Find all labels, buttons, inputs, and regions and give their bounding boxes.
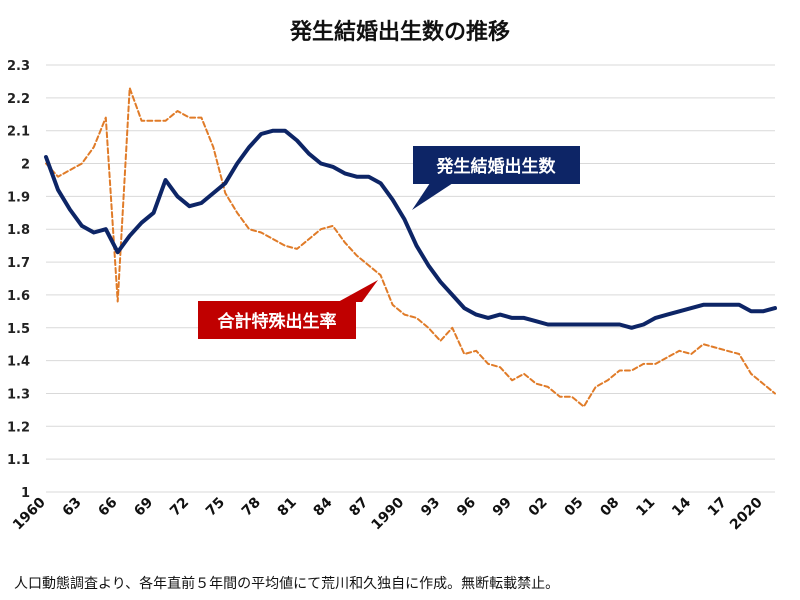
y-tick-label: 1.9 [7, 190, 30, 205]
y-tick-label: 1.5 [7, 322, 30, 337]
x-tick-label: 17 [705, 495, 730, 520]
callout-tfr-label: 合計特殊出生率 [218, 311, 337, 332]
x-tick-label: 66 [95, 495, 120, 520]
x-tick-label: 14 [669, 494, 694, 519]
y-tick-label: 1.4 [7, 355, 30, 370]
chart-title: 発生結婚出生数の推移 [289, 20, 510, 45]
x-tick-label: 78 [239, 495, 264, 520]
x-tick-label: 02 [526, 495, 551, 520]
callout-tfr-box [198, 301, 356, 339]
y-tick-label: 1 [21, 486, 30, 501]
y-tick-label: 1.3 [7, 387, 30, 402]
x-tick-label: 84 [311, 494, 336, 519]
series-lines [44, 87, 777, 408]
x-tick-label: 08 [597, 495, 622, 520]
callout-tfr-pointer [338, 280, 378, 302]
callout-marriage-births-box [413, 146, 580, 184]
y-tick-label: 1.2 [7, 420, 30, 435]
x-tick-label: 1990 [368, 494, 407, 533]
x-tick-label: 69 [131, 495, 156, 520]
y-tick-label: 1.1 [7, 453, 30, 468]
source-note: 人口動態調査より、各年直前５年間の平均値にて荒川和久独自に作成。無断転載禁止。 [14, 576, 560, 592]
gridlines [46, 64, 775, 493]
y-tick-label: 2.3 [7, 59, 30, 74]
series-line-marriage-births [44, 128, 777, 330]
y-tick-label: 2.1 [7, 125, 30, 140]
callout-marriage-births-label: 発生結婚出生数 [436, 156, 557, 177]
y-tick-label: 2 [21, 158, 30, 173]
x-tick-label: 87 [346, 495, 371, 520]
x-tick-label: 81 [275, 495, 300, 520]
x-tick-label: 75 [203, 495, 228, 520]
y-tick-label: 1.8 [7, 223, 30, 238]
x-tick-label: 11 [633, 495, 658, 520]
callout-tfr: 合計特殊出生率 [198, 280, 378, 339]
x-tick-label: 72 [167, 495, 192, 520]
x-tick-label: 2020 [727, 494, 766, 533]
y-tick-label: 2.2 [7, 92, 30, 107]
callout-marriage-births: 発生結婚出生数 [412, 146, 580, 210]
x-tick-label: 05 [562, 495, 587, 520]
series-line-tfr [45, 87, 776, 408]
y-axis-ticks: 1 1.1 1.2 1.3 1.4 1.5 1.6 1.7 1.8 1.9 2 2.1 2.2 2.3 [7, 59, 30, 501]
x-tick-label: 63 [60, 495, 85, 520]
callout-marriage-births-pointer [412, 183, 453, 210]
x-tick-label: 99 [490, 495, 515, 520]
x-tick-label: 96 [454, 495, 479, 520]
x-tick-label: 93 [418, 495, 443, 520]
y-tick-label: 1.7 [7, 256, 30, 271]
y-tick-label: 1.6 [7, 289, 30, 304]
